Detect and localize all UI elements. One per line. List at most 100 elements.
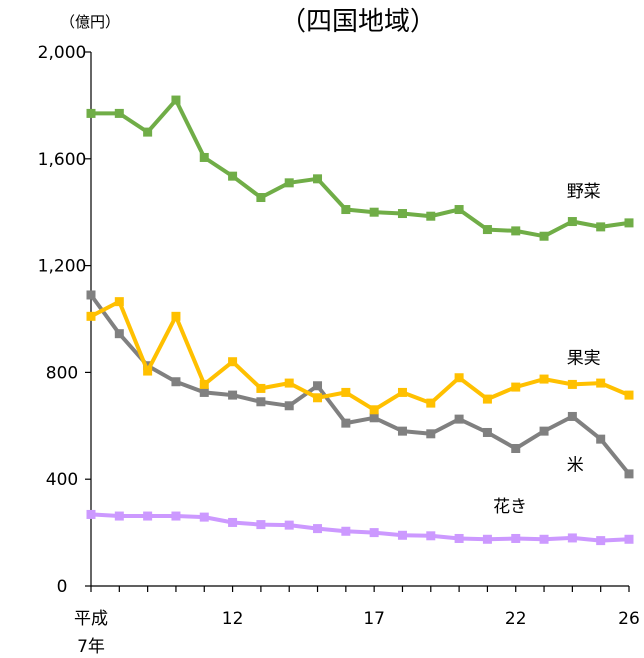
data-point <box>199 379 209 389</box>
data-point <box>143 511 153 521</box>
data-point <box>624 469 634 479</box>
series-label: 花き <box>493 497 527 517</box>
data-point <box>228 171 238 181</box>
data-point <box>624 390 634 400</box>
data-point <box>313 174 323 184</box>
data-point <box>313 381 323 391</box>
data-point <box>596 434 606 444</box>
data-point <box>228 517 238 527</box>
series-label: 野菜 <box>567 182 601 202</box>
x-axis: 平成 7年 12 17 22 26 <box>74 586 640 657</box>
data-point <box>397 426 407 436</box>
data-point <box>426 211 436 221</box>
plot-area <box>86 95 634 546</box>
data-point <box>313 524 323 534</box>
data-point <box>539 231 549 241</box>
data-point <box>199 387 209 397</box>
data-point <box>341 387 351 397</box>
data-point <box>369 405 379 415</box>
x-tick-label: 12 <box>222 609 244 629</box>
data-point <box>567 379 577 389</box>
data-point <box>397 387 407 397</box>
y-tick-label: 0 <box>57 577 68 597</box>
data-point <box>511 226 521 236</box>
data-point <box>426 429 436 439</box>
data-point <box>539 374 549 384</box>
data-point <box>199 512 209 522</box>
data-point <box>313 393 323 403</box>
data-point <box>482 427 492 437</box>
data-point <box>397 530 407 540</box>
x-tick-label: 26 <box>618 609 640 629</box>
data-point <box>624 218 634 228</box>
data-point <box>284 178 294 188</box>
data-point <box>596 378 606 388</box>
data-point <box>143 127 153 137</box>
x-tick-label: 平成 <box>74 609 108 629</box>
data-point <box>567 411 577 421</box>
x-tick-label-line2: 7年 <box>77 637 105 657</box>
data-point <box>397 209 407 219</box>
data-point <box>114 511 124 521</box>
y-tick-label: 1,600 <box>38 150 87 170</box>
y-axis: 0 400 800 1,200 1,600 2,000 <box>38 43 91 597</box>
y-tick-label: 2,000 <box>38 43 87 63</box>
data-point <box>284 401 294 411</box>
data-point <box>86 311 96 321</box>
data-point <box>143 366 153 376</box>
y-tick-label: 800 <box>46 363 78 383</box>
data-point <box>454 533 464 543</box>
data-point <box>143 361 153 371</box>
data-point <box>341 418 351 428</box>
data-point <box>511 382 521 392</box>
data-point <box>482 534 492 544</box>
data-point <box>426 531 436 541</box>
data-point <box>256 383 266 393</box>
data-point <box>369 413 379 423</box>
data-point <box>539 426 549 436</box>
x-tick-label: 17 <box>363 609 385 629</box>
data-point <box>539 534 549 544</box>
data-point <box>567 533 577 543</box>
data-point <box>482 394 492 404</box>
data-point <box>511 443 521 453</box>
series-label: 米 <box>567 456 584 476</box>
data-point <box>86 509 96 519</box>
data-point <box>567 217 577 227</box>
series-line-1 <box>90 299 630 412</box>
data-point <box>86 108 96 118</box>
unit-label: （億円） <box>60 13 120 31</box>
series-line-0 <box>91 98 630 239</box>
data-point <box>114 297 124 307</box>
data-point <box>114 329 124 339</box>
data-point <box>341 526 351 536</box>
data-point <box>454 205 464 215</box>
data-point <box>511 533 521 543</box>
data-point <box>369 528 379 538</box>
data-point <box>199 152 209 162</box>
data-point <box>256 397 266 407</box>
data-point <box>86 290 96 300</box>
data-point <box>114 108 124 118</box>
data-point <box>228 390 238 400</box>
data-point <box>454 414 464 424</box>
data-point <box>596 536 606 546</box>
y-tick-label: 400 <box>46 470 78 490</box>
data-point <box>454 373 464 383</box>
data-point <box>284 520 294 530</box>
data-point <box>284 378 294 388</box>
data-point <box>596 222 606 232</box>
y-tick-label: 1,200 <box>38 257 87 277</box>
data-point <box>369 207 379 217</box>
series-line-3 <box>90 512 630 543</box>
data-point <box>256 193 266 203</box>
data-point <box>171 311 181 321</box>
data-point <box>171 511 181 521</box>
series-label: 果実 <box>567 349 601 369</box>
chart-title: （四国地域） <box>280 7 436 37</box>
data-point <box>426 398 436 408</box>
data-point <box>624 534 634 544</box>
series-line-2 <box>89 293 631 476</box>
data-point <box>171 95 181 105</box>
